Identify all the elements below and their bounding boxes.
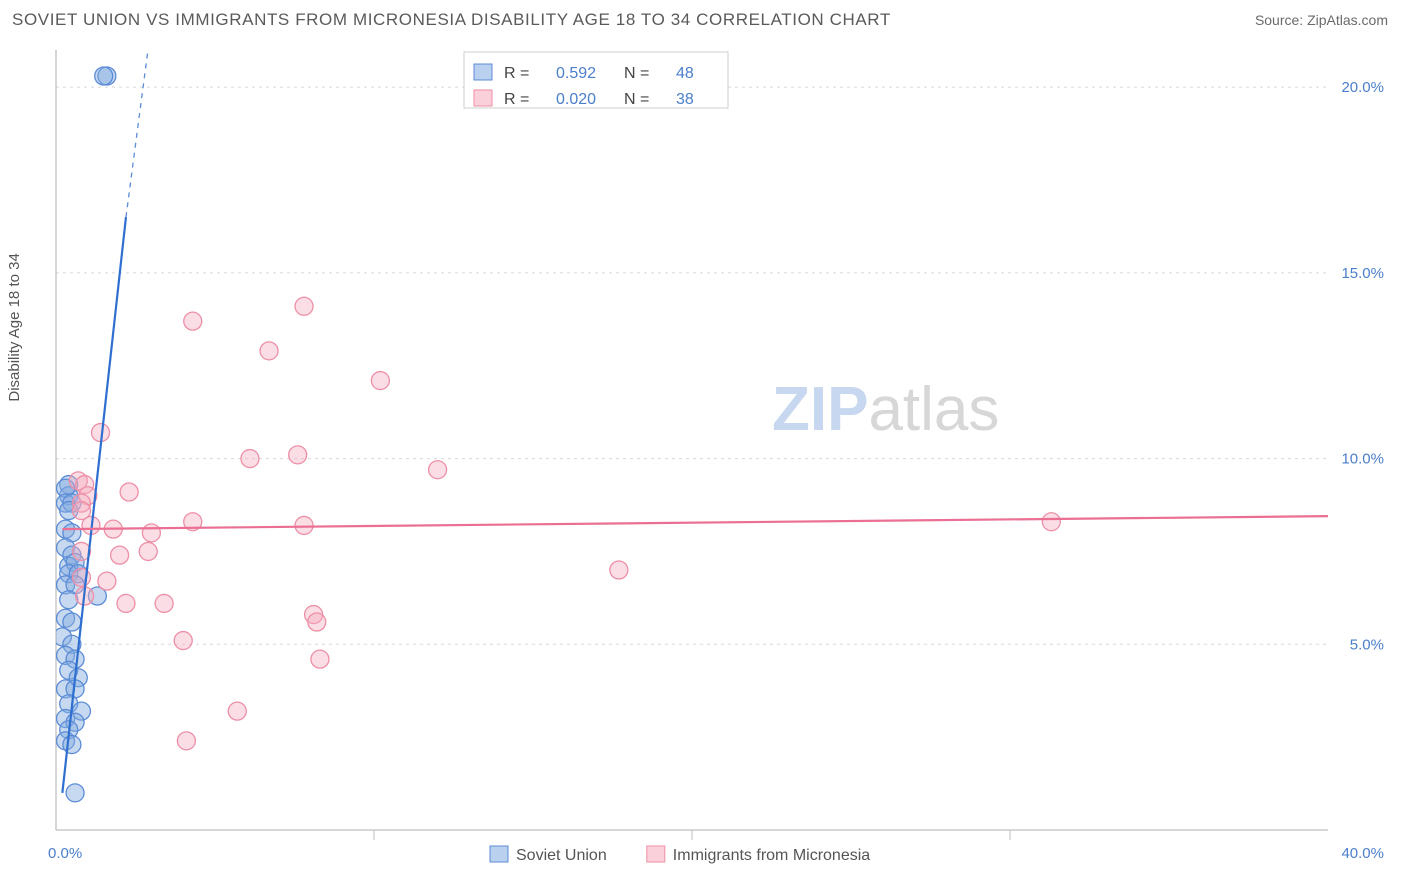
svg-text:48: 48 — [676, 65, 694, 82]
svg-text:ZIPatlas: ZIPatlas — [772, 375, 999, 444]
source-attribution: Source: ZipAtlas.com — [1255, 12, 1388, 28]
svg-text:0.592: 0.592 — [556, 65, 596, 82]
svg-text:0.020: 0.020 — [556, 91, 596, 108]
svg-text:R =: R = — [504, 91, 529, 108]
y-axis-label: Disability Age 18 to 34 — [6, 253, 23, 401]
chart-title: SOVIET UNION VS IMMIGRANTS FROM MICRONES… — [12, 10, 891, 30]
svg-text:N =: N = — [624, 65, 649, 82]
chart-area: Disability Age 18 to 34 ZIPatlas5.0%10.0… — [12, 40, 1396, 882]
svg-text:40.0%: 40.0% — [1341, 845, 1384, 862]
svg-text:10.0%: 10.0% — [1341, 451, 1384, 468]
svg-text:0.0%: 0.0% — [48, 845, 82, 862]
svg-text:N =: N = — [624, 91, 649, 108]
svg-text:Soviet Union: Soviet Union — [516, 847, 607, 864]
svg-text:R =: R = — [504, 65, 529, 82]
svg-text:5.0%: 5.0% — [1350, 636, 1384, 653]
svg-text:Immigrants from Micronesia: Immigrants from Micronesia — [673, 847, 870, 864]
svg-text:15.0%: 15.0% — [1341, 265, 1384, 282]
svg-text:38: 38 — [676, 91, 694, 108]
svg-text:20.0%: 20.0% — [1341, 79, 1384, 96]
scatter-chart: ZIPatlas 5.0% 10.0% 15.0% 20.0% 0.0% 40.0% R = 0… — [12, 40, 1396, 882]
